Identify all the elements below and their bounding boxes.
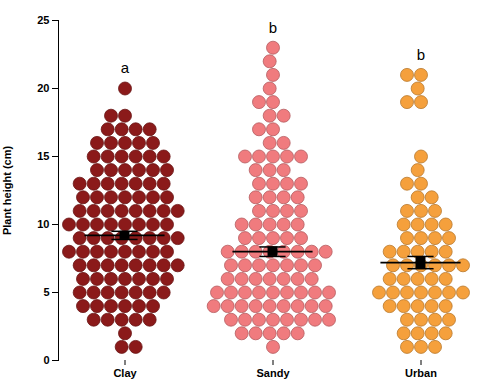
svg-text:b: b xyxy=(417,46,425,63)
svg-text:20: 20 xyxy=(37,82,49,94)
svg-text:Sandy: Sandy xyxy=(256,367,290,379)
svg-text:5: 5 xyxy=(43,286,49,298)
svg-text:0: 0 xyxy=(43,354,49,366)
svg-text:15: 15 xyxy=(37,150,49,162)
svg-text:10: 10 xyxy=(37,218,49,230)
svg-text:25: 25 xyxy=(37,14,49,26)
svg-text:Clay: Clay xyxy=(113,367,137,379)
svg-text:a: a xyxy=(121,59,130,76)
svg-text:Plant height (cm): Plant height (cm) xyxy=(1,146,13,236)
svg-text:Urban: Urban xyxy=(405,367,437,379)
svg-text:b: b xyxy=(269,19,277,36)
